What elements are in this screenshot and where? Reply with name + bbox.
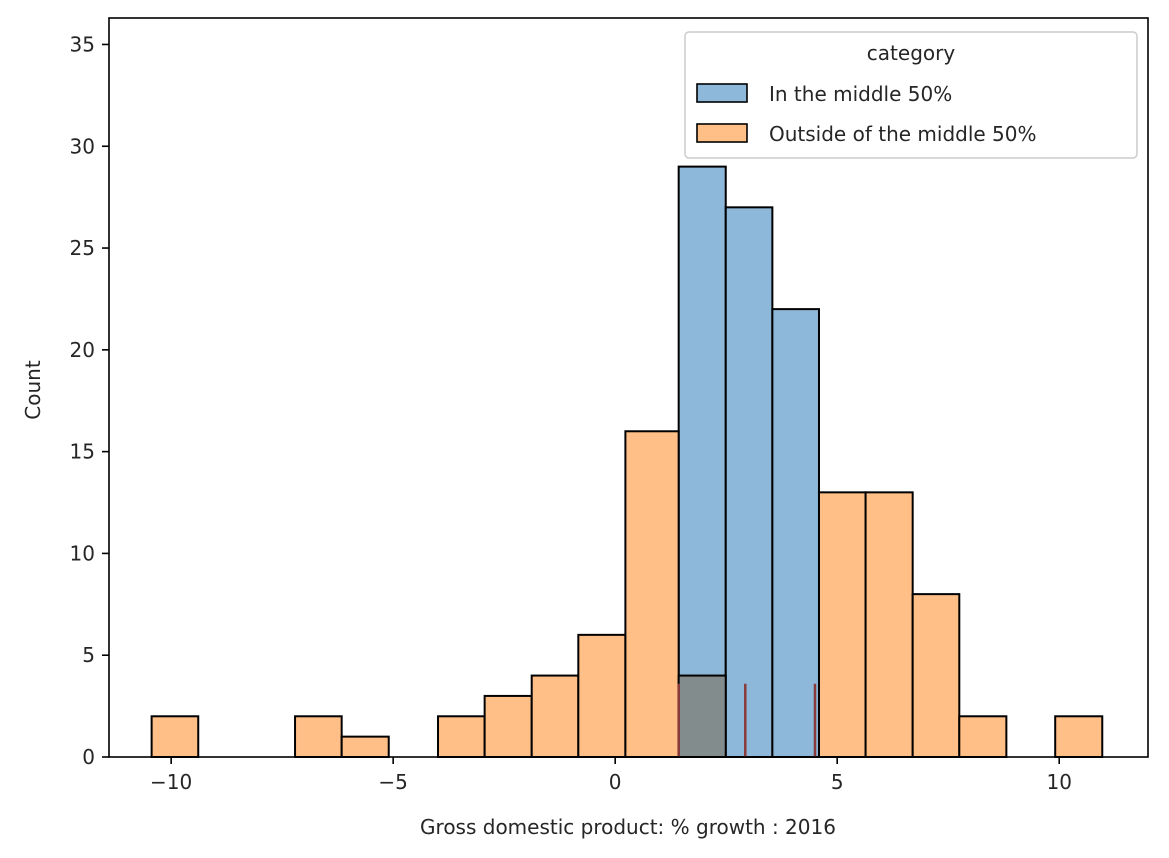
legend-swatch-outside	[696, 123, 748, 143]
bar-outside-middle-50-6	[577, 633, 627, 759]
x-tick-label: 0	[609, 770, 622, 794]
x-tick-label: 10	[1046, 770, 1071, 794]
bar-outside-middle-50-9	[817, 491, 867, 758]
legend: category In the middle 50% Outside of th…	[684, 31, 1138, 159]
y-tick-label: 15	[70, 440, 95, 464]
legend-label-outside: Outside of the middle 50%	[769, 122, 1037, 146]
y-axis-label: Count	[21, 360, 45, 420]
x-tick-label: 5	[831, 770, 844, 794]
bar-outside-middle-50-0	[150, 715, 200, 759]
legend-title: category	[867, 41, 956, 65]
bar-outside-middle-50-8	[677, 674, 727, 759]
bar-outside-middle-50-2	[340, 735, 390, 758]
ticks-layer: −10 −5 0 5 10 0 5 10 15 20 25 30 35	[70, 32, 1072, 794]
y-tick-label: 0	[82, 745, 95, 769]
reference-lines-layer	[677, 683, 817, 757]
bar-middle-50-2	[771, 308, 820, 758]
bar-outside-middle-50-10	[864, 491, 914, 758]
bar-outside-middle-50-5	[530, 674, 580, 759]
legend-label-middle: In the middle 50%	[769, 82, 952, 106]
y-tick-label: 35	[70, 32, 95, 56]
plot-frame	[108, 17, 1149, 758]
legend-swatch-middle	[696, 83, 748, 103]
bar-middle-50-0	[677, 165, 727, 758]
bar-outside-middle-50-7	[624, 430, 680, 758]
bar-middle-50-1	[724, 206, 774, 759]
axes-layer	[108, 17, 1149, 758]
x-axis-label: Gross domestic product: % growth : 2016	[420, 815, 836, 839]
legend-frame	[684, 31, 1138, 159]
bar-outside-middle-50-1	[294, 715, 343, 759]
bar-outside-middle-50-13	[1054, 715, 1104, 759]
y-tick-label: 25	[70, 236, 95, 260]
y-tick-label: 10	[70, 541, 95, 565]
bar-outside-middle-50-11	[911, 593, 961, 759]
y-tick-label: 30	[70, 134, 95, 158]
y-tick-label: 20	[70, 338, 95, 362]
bars-layer	[150, 165, 1104, 759]
bar-outside-middle-50-3	[437, 715, 486, 759]
x-tick-label: −10	[150, 770, 192, 794]
x-tick-label: −5	[378, 770, 407, 794]
y-tick-label: 5	[82, 643, 95, 667]
bar-outside-middle-50-4	[483, 694, 533, 758]
bar-outside-middle-50-12	[958, 715, 1008, 759]
